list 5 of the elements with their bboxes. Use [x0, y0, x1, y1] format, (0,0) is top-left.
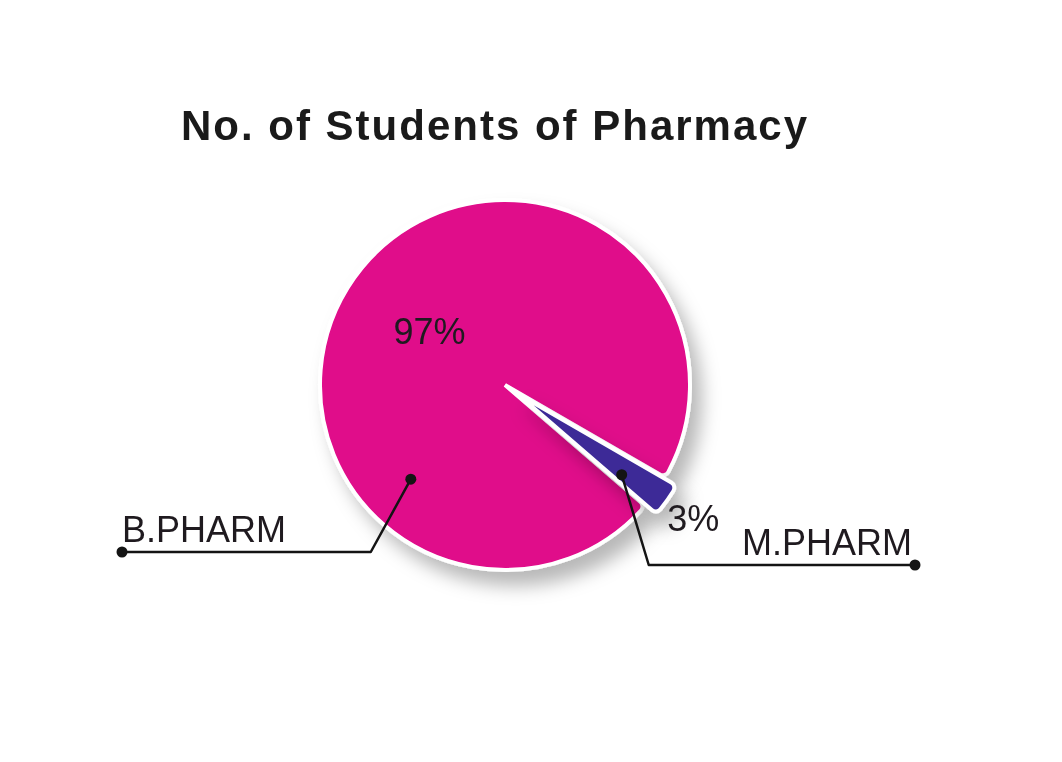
data-label: 3% — [667, 498, 720, 540]
data-label: 97% — [393, 310, 466, 352]
chart-title: No. of Students of Pharmacy — [180, 102, 810, 149]
slice-label: M.PHARM — [742, 522, 912, 563]
slice-label: B.PHARM — [122, 509, 287, 550]
